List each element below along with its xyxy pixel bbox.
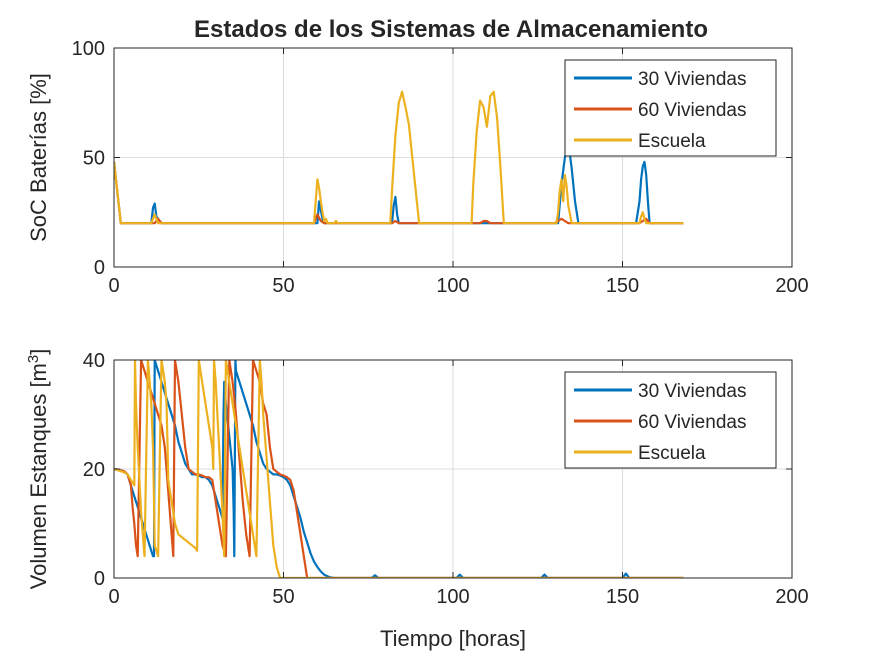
- legend-label-1: 30 Viviendas: [638, 381, 746, 402]
- x-tick-label: 100: [436, 586, 469, 608]
- series-line-3: [114, 360, 684, 578]
- y-axis-label-main: Volumen Estanques [m: [26, 363, 51, 589]
- x-tick-label: 100: [436, 275, 469, 297]
- x-tick-label: 0: [108, 586, 119, 608]
- y-tick-label: 40: [83, 350, 105, 372]
- y-tick-label: 0: [94, 257, 105, 279]
- legend-label-2: 60 Viviendas: [638, 100, 746, 121]
- legend-label-3: Escuela: [638, 131, 706, 152]
- x-tick-label: 150: [606, 275, 639, 297]
- y-axis-label: SoC Baterías [%]: [26, 73, 51, 242]
- series-line-3: [114, 90, 684, 225]
- volume-axes: 0 50 100 150 200 0 20 40 Volumen Estanques [m3] T…: [25, 349, 809, 651]
- x-tick-label: 0: [108, 275, 119, 297]
- x-tick-label: 50: [272, 275, 294, 297]
- y-axis-label-end: ]: [26, 349, 51, 355]
- x-tick-label: 150: [606, 586, 639, 608]
- y-tick-label: 100: [72, 38, 105, 60]
- figure-title: Estados de los Sistemas de Almacenamient…: [194, 16, 708, 43]
- y-tick-label: 0: [94, 568, 105, 590]
- legend-label-3: Escuela: [638, 443, 706, 464]
- y-axis-label-superscript: 3: [25, 355, 42, 363]
- legend-label-1: 30 Viviendas: [638, 69, 746, 90]
- legend-label-2: 60 Viviendas: [638, 412, 746, 433]
- y-tick-label: 50: [83, 148, 105, 170]
- x-tick-label: 200: [775, 586, 808, 608]
- y-axis-label: Volumen Estanques [m3]: [25, 349, 51, 590]
- soc-axes: 0 50 100 150 200 0 50 100 SoC Baterías [%] 30 Viv…: [26, 38, 809, 297]
- y-tick-label: 20: [83, 459, 105, 481]
- x-tick-label: 200: [775, 275, 808, 297]
- x-axis-label: Tiempo [horas]: [380, 626, 526, 651]
- x-tick-label: 50: [272, 586, 294, 608]
